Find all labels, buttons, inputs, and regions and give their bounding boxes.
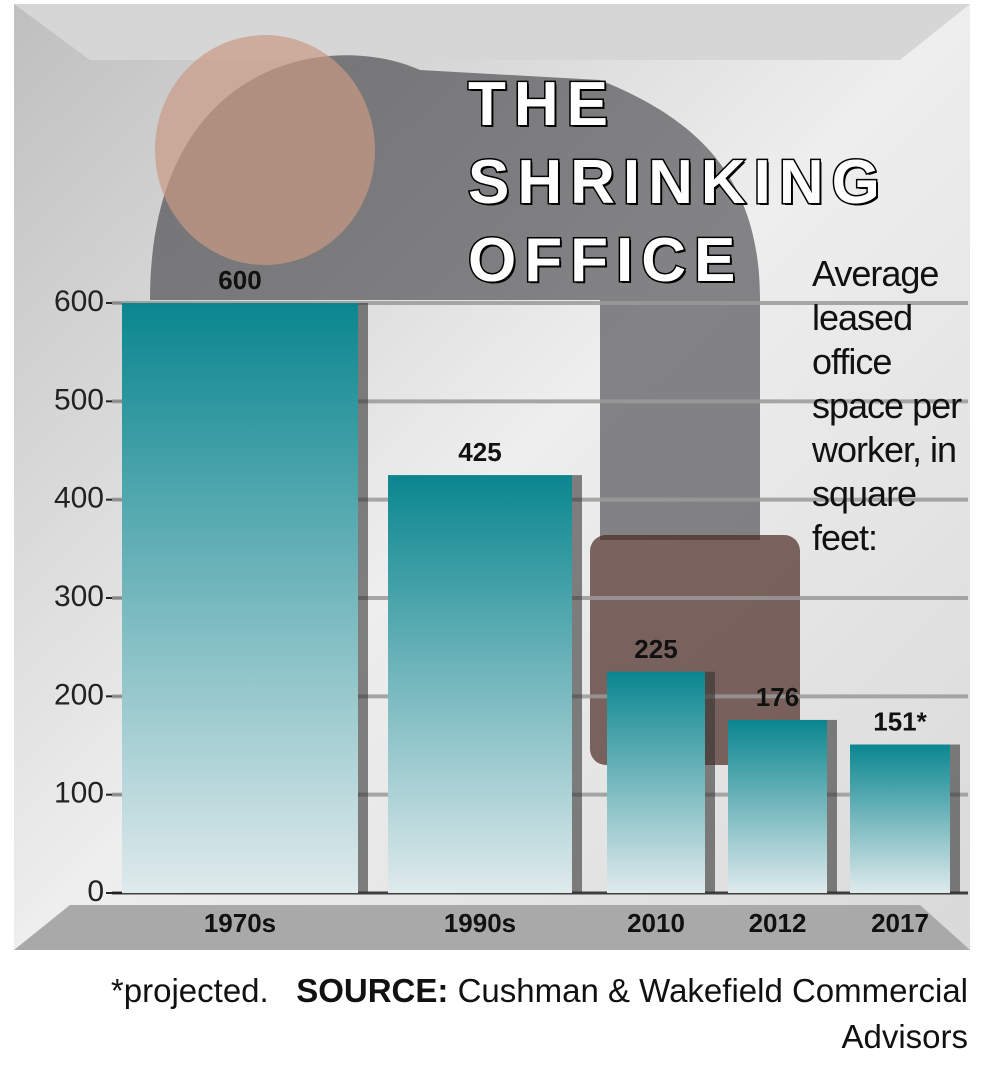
x-tick-label: 1970s [204,908,276,938]
source-label: SOURCE: [296,972,449,1009]
y-tick-label: 100 [54,777,104,810]
chart-title: THE SHRINKING OFFICE [467,69,888,297]
y-tick-label: 200 [54,678,104,711]
source: Cushman & Wakefield Commercial Advisors [457,972,968,1055]
value-label: 151* [873,707,927,737]
bar-shadow [950,744,960,893]
x-tick-label: 2017 [871,908,929,938]
bar-shadow [572,475,582,893]
x-tick-label: 2012 [749,908,807,938]
footnote: *projected. SOURCE: Cushman & Wakefield … [0,968,968,1060]
frame-top [14,4,970,60]
y-tick-label: 600 [54,285,104,318]
y-tick-label: 0 [87,875,104,908]
bar [728,719,827,893]
value-label: 600 [218,265,261,295]
bar-shadow [705,671,715,893]
value-label: 225 [634,634,677,664]
value-label: 176 [756,682,799,712]
y-tick-label: 300 [54,580,104,613]
bar [607,671,705,893]
x-tick-label: 2010 [627,908,685,938]
y-axis-label: Average leased office space per worker, … [812,253,962,558]
x-tick-label: 1990s [444,908,516,938]
value-label: 425 [458,437,501,467]
figure-head [155,35,375,265]
bar [850,744,950,893]
y-tick-label: 400 [54,482,104,515]
bar-shadow [827,719,837,893]
bar-shadow [358,303,368,893]
note: *projected. [110,972,269,1009]
frame-bottom [14,905,970,950]
y-tick-label: 500 [54,383,104,416]
bar [122,303,358,893]
bar [388,475,572,893]
